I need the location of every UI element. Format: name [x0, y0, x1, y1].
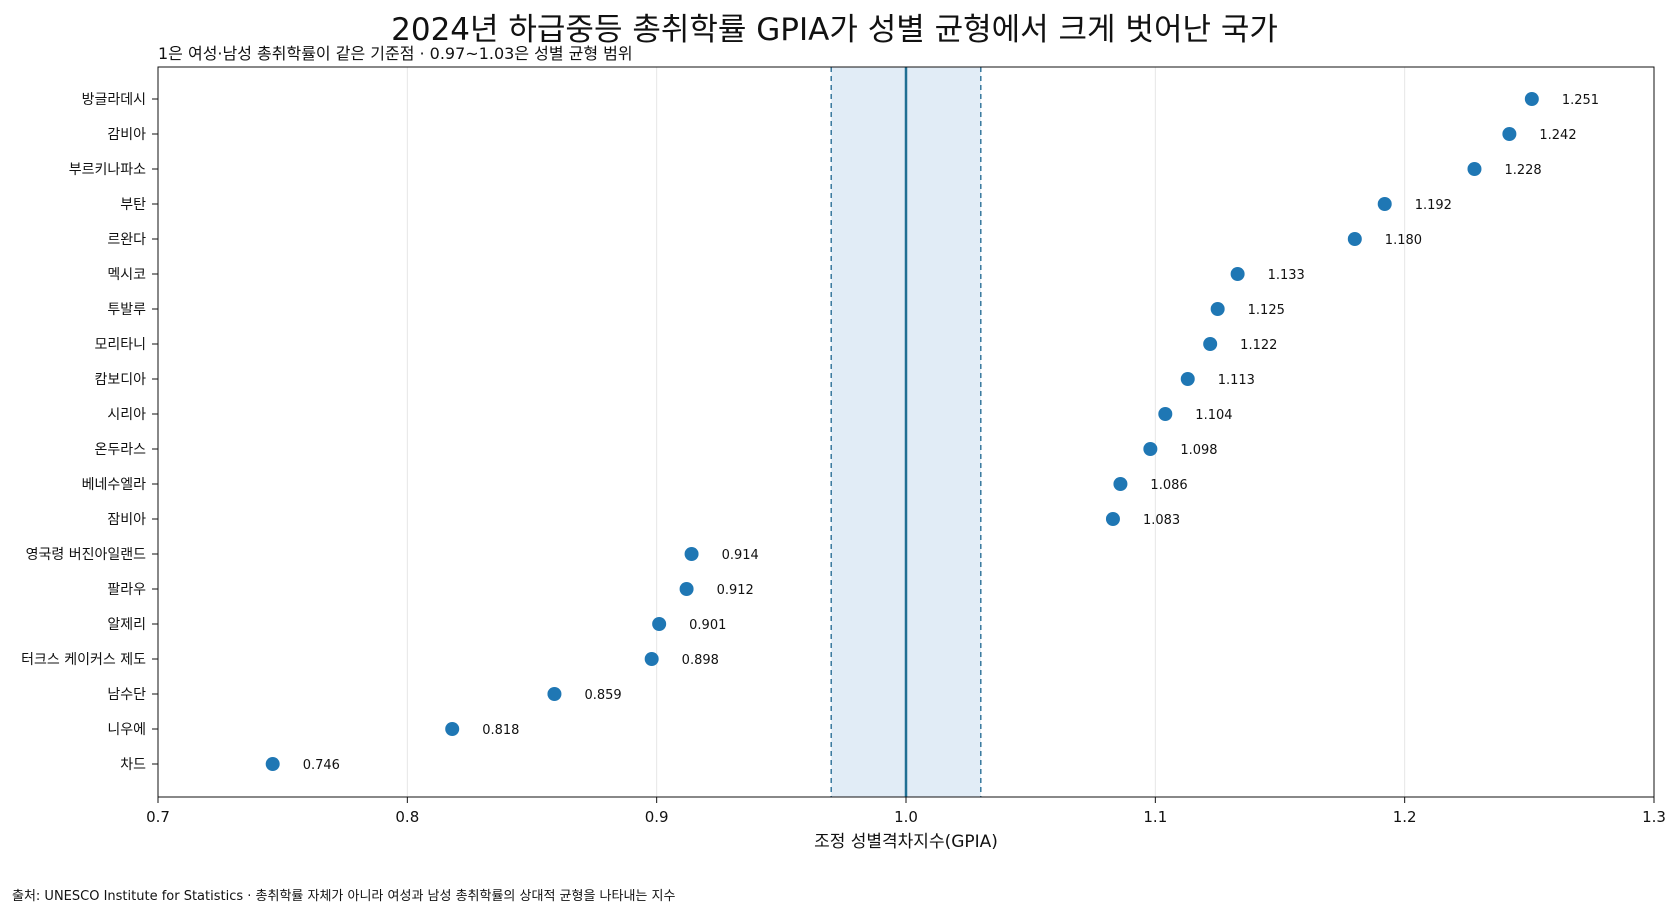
data-point — [1377, 197, 1392, 211]
category-label: 투발루 — [107, 302, 146, 318]
data-label: 1.251 — [1562, 93, 1599, 108]
data-label: 1.228 — [1504, 163, 1541, 178]
data-label: 1.098 — [1180, 443, 1217, 458]
category-label: 온두라스 — [94, 442, 146, 458]
data-label: 1.180 — [1385, 233, 1422, 248]
chart-title: 2024년 하급중등 총취학률 GPIA가 성별 균형에서 크게 벗어난 국가 — [391, 12, 1278, 48]
data-point — [1143, 442, 1158, 456]
marks-layer: 1.251 1.242 1.228 1.192 1.180 1.133 1.125 1.122… — [265, 92, 1599, 773]
data-label: 1.104 — [1195, 408, 1232, 423]
category-label: 모리타니 — [94, 337, 146, 353]
category-label: 알제리 — [107, 617, 146, 633]
data-label: 1.133 — [1268, 268, 1305, 283]
data-label: 0.898 — [682, 653, 719, 668]
x-tick-label: 1.3 — [1642, 808, 1666, 826]
data-point — [1158, 407, 1173, 421]
data-label: 0.859 — [584, 688, 621, 703]
data-label: 1.192 — [1415, 198, 1452, 213]
x-tick-label: 1.2 — [1393, 808, 1417, 826]
data-label: 1.086 — [1150, 478, 1187, 493]
category-label: 잠비아 — [107, 512, 146, 528]
data-point — [652, 617, 667, 631]
x-axis: 0.7 0.8 0.9 1.0 1.1 1.2 1.3 방글라데시감비아부르키나파소부탄르완다… — [21, 92, 1666, 826]
data-point — [265, 757, 280, 771]
data-point — [1230, 267, 1245, 281]
category-label: 베네수엘라 — [82, 477, 147, 493]
data-point — [1210, 302, 1225, 316]
data-point — [547, 687, 562, 701]
category-label: 부탄 — [120, 197, 146, 213]
dot-plot: 1.251 1.242 1.228 1.192 1.180 1.133 1.125 1.122… — [21, 66, 1666, 852]
data-label: 0.914 — [722, 548, 759, 563]
data-label: 1.083 — [1143, 513, 1180, 528]
grid-layer — [406, 67, 1406, 797]
category-label: 방글라데시 — [82, 92, 146, 108]
data-label: 1.242 — [1539, 128, 1576, 143]
data-label: 1.125 — [1248, 303, 1285, 318]
data-point — [1113, 477, 1128, 491]
category-label: 르완다 — [107, 232, 146, 248]
data-point — [1347, 232, 1362, 246]
x-tick-label: 1.0 — [894, 808, 918, 826]
data-point — [1105, 512, 1120, 526]
data-label: 0.901 — [689, 618, 726, 633]
category-label: 니우에 — [107, 722, 146, 738]
data-point — [1524, 92, 1539, 106]
x-tick-label: 1.1 — [1143, 808, 1167, 826]
category-label: 감비아 — [107, 127, 146, 143]
data-point — [445, 722, 460, 736]
data-point — [644, 652, 659, 666]
data-label: 0.818 — [482, 723, 519, 738]
category-label: 남수단 — [107, 687, 146, 703]
data-label: 0.912 — [717, 583, 754, 598]
category-label: 영국령 버진아일랜드 — [26, 547, 146, 563]
data-point — [1467, 162, 1482, 176]
x-tick-label: 0.8 — [395, 808, 419, 826]
x-tick-label: 0.7 — [146, 808, 170, 826]
data-point — [679, 582, 694, 596]
category-label: 차드 — [120, 757, 146, 773]
category-label: 시리아 — [107, 407, 146, 423]
category-label: 캄보디아 — [94, 372, 146, 388]
data-label: 0.746 — [303, 758, 340, 773]
category-label: 팔라우 — [107, 582, 146, 598]
category-label: 멕시코 — [107, 267, 146, 283]
data-point — [1203, 337, 1218, 351]
data-point — [1180, 372, 1195, 386]
chart-subtitle: 1은 여성·남성 총취학률이 같은 기준점 · 0.97~1.03은 성별 균형… — [158, 44, 633, 63]
data-point — [1502, 127, 1517, 141]
data-point — [684, 547, 699, 561]
data-label: 1.113 — [1218, 373, 1255, 388]
x-axis-label: 조정 성별격차지수(GPIA) — [814, 832, 998, 852]
category-label: 터크스 케이커스 제도 — [21, 652, 146, 668]
source-note: 출처: UNESCO Institute for Statistics · 총취… — [12, 889, 676, 904]
category-label: 부르키나파소 — [69, 162, 146, 178]
data-label: 1.122 — [1240, 338, 1277, 353]
x-tick-label: 0.9 — [645, 808, 669, 826]
